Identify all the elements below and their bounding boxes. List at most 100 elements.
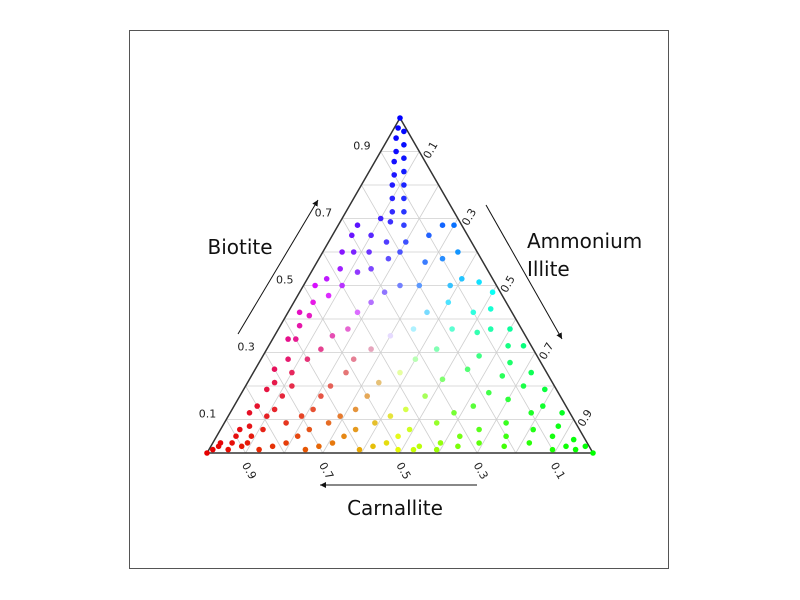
left-axis-title: Biotite (207, 235, 272, 259)
data-point (352, 406, 359, 413)
data-point (476, 426, 482, 433)
data-point (229, 440, 235, 446)
data-point (391, 172, 398, 178)
grid-line (554, 419, 575, 454)
data-point (210, 446, 216, 453)
data-point (246, 410, 253, 416)
axis-arrows (237, 199, 563, 488)
data-point (470, 309, 477, 316)
data-point (391, 158, 398, 165)
left-axis-arrow (237, 199, 319, 335)
data-point (582, 443, 589, 450)
data-point (526, 440, 533, 446)
data-point (318, 393, 324, 399)
data-point (350, 356, 357, 363)
data-point (312, 282, 318, 289)
data-point (337, 413, 344, 420)
data-point (285, 356, 291, 363)
data-point (489, 289, 496, 296)
triangle-outline (205, 116, 595, 454)
data-point (354, 222, 361, 228)
data-point (445, 299, 452, 306)
data-point (457, 433, 463, 440)
data-point (298, 413, 305, 419)
data-point (372, 420, 378, 426)
left-tick-label: 0.1 (199, 408, 217, 421)
data-point (499, 373, 506, 379)
data-point (505, 396, 511, 403)
data-point (397, 115, 403, 121)
left-tick-label: 0.3 (237, 341, 255, 354)
data-point (293, 336, 299, 342)
data-point (387, 219, 394, 225)
bottom-tick-label: 0.7 (316, 460, 336, 482)
data-point (528, 369, 534, 376)
data-point (426, 232, 432, 239)
data-point (354, 269, 361, 275)
grid-line (245, 151, 420, 454)
data-point (563, 443, 569, 450)
data-point (237, 426, 243, 433)
data-point (395, 125, 401, 131)
data-point (401, 155, 407, 161)
data-point (339, 249, 345, 255)
data-point (318, 346, 324, 353)
data-point (368, 232, 374, 239)
data-point (339, 282, 345, 289)
data-point (264, 386, 270, 393)
bottom-tick-label: 0.5 (393, 460, 413, 482)
data-point (416, 443, 423, 450)
grid-line (303, 285, 401, 454)
grid-line (380, 151, 555, 454)
data-point (422, 259, 428, 265)
data-point (325, 420, 332, 426)
data-point (437, 440, 444, 446)
chart-frame (129, 30, 669, 569)
data-point (289, 369, 295, 376)
data-point (401, 142, 407, 148)
data-point (381, 289, 388, 296)
data-point (449, 326, 455, 332)
grid-line (515, 385, 555, 454)
data-point (393, 135, 399, 141)
data-point (439, 255, 446, 262)
data-point (433, 346, 440, 352)
data-point (507, 326, 513, 332)
data-point (256, 446, 262, 453)
data-point (225, 446, 231, 453)
data-point (487, 326, 494, 332)
data-point (248, 433, 255, 440)
data-point (306, 312, 313, 319)
data-point (343, 369, 349, 376)
data-point (387, 413, 394, 419)
data-point (296, 309, 303, 316)
data-point (540, 403, 546, 409)
data-point (501, 443, 508, 450)
grid-line (245, 385, 285, 454)
data-point (439, 376, 446, 383)
data-point (345, 326, 351, 332)
data-point (366, 249, 372, 255)
triangle-border (205, 116, 595, 454)
data-point (285, 336, 291, 342)
data-point (385, 255, 392, 262)
data-point (354, 309, 361, 316)
data-point (403, 406, 409, 413)
data-point (325, 292, 332, 299)
data-point (424, 309, 430, 316)
data-point (264, 413, 270, 420)
data-point (294, 433, 301, 440)
data-point (269, 443, 276, 450)
data-point (389, 195, 396, 202)
left-tick-label: 0.9 (353, 140, 371, 153)
data-point (470, 403, 477, 409)
data-point (370, 443, 376, 450)
data-point (304, 356, 311, 363)
data-point (306, 426, 313, 433)
data-point (476, 279, 482, 285)
data-point (215, 443, 222, 450)
data-point (549, 446, 556, 453)
data-point (433, 420, 440, 426)
data-point (528, 410, 534, 416)
